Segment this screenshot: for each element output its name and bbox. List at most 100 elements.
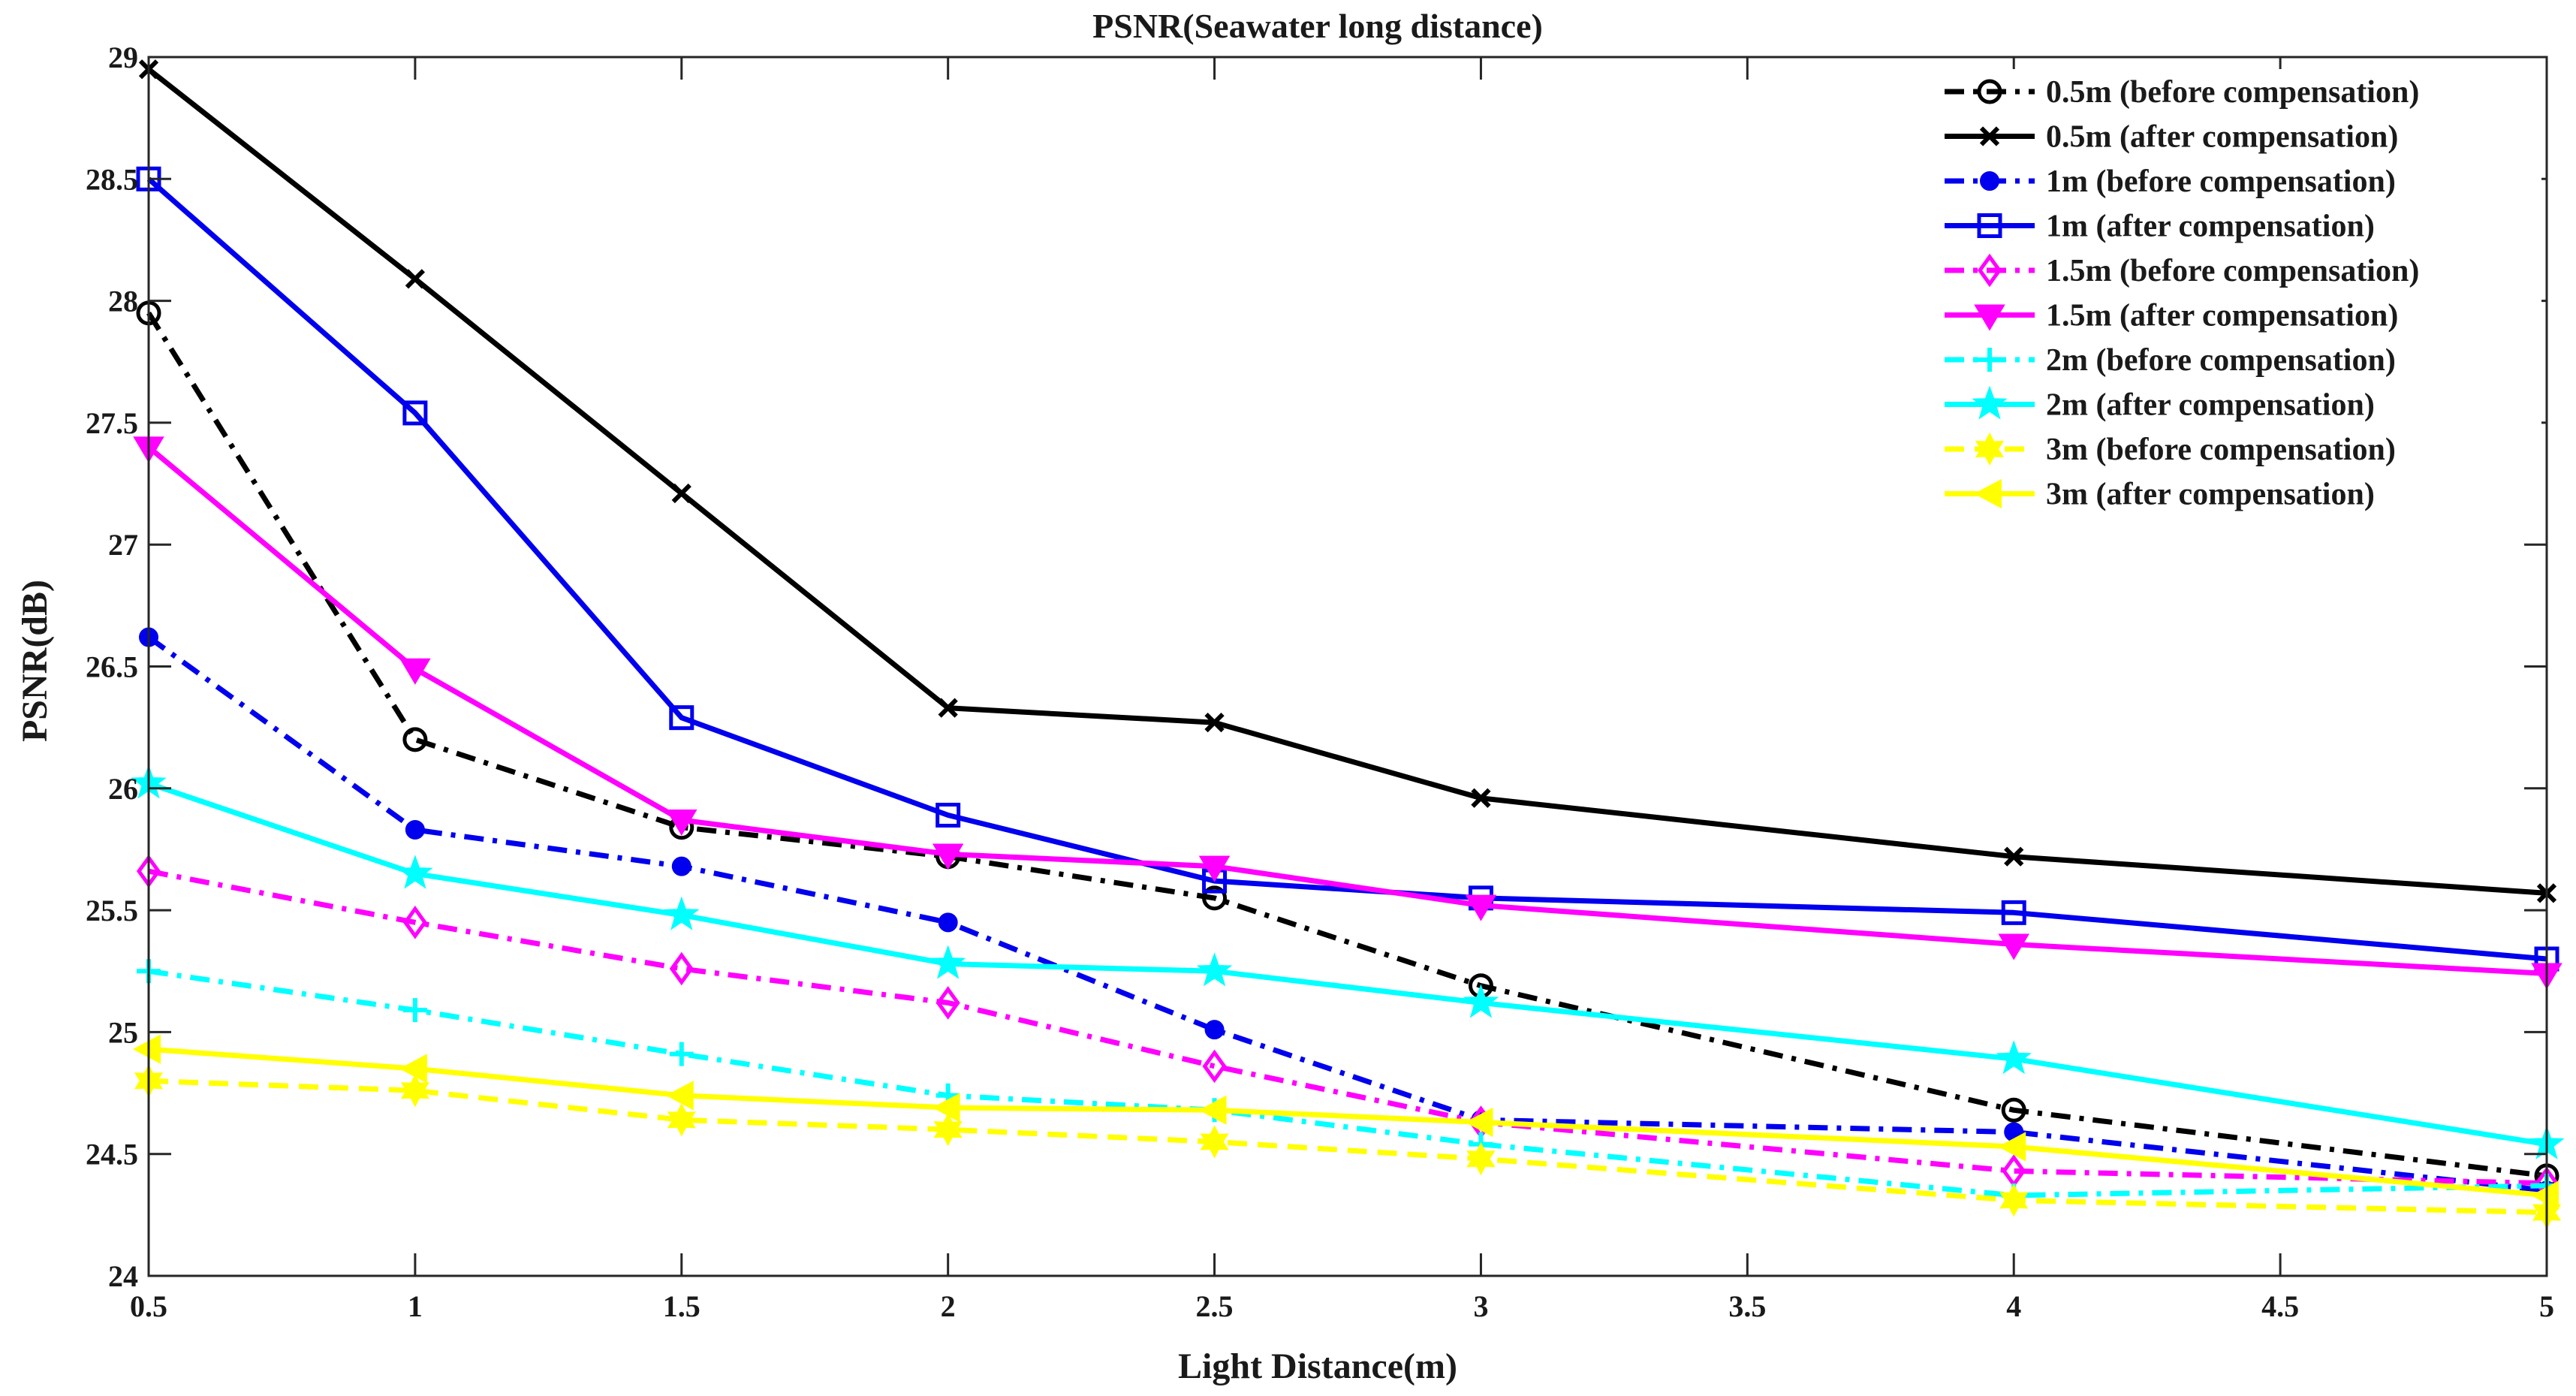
legend-label: 1.5m (before compensation): [2046, 254, 2419, 288]
data-point: [938, 698, 958, 718]
data-point: [1196, 952, 1233, 987]
data-point: [935, 803, 961, 828]
series-line: [148, 968, 2547, 1199]
y-tick-label: 24.5: [86, 1138, 138, 1171]
series-line: [146, 445, 2547, 976]
legend-marker: [1979, 126, 2000, 146]
x-tick-label: 4: [2006, 1289, 2021, 1323]
legend-label: 1.5m (after compensation): [2046, 299, 2398, 333]
data-point: [671, 483, 691, 504]
data-point: [2004, 846, 2024, 867]
data-point: [1465, 894, 1497, 921]
legend-label: 2m (before compensation): [2046, 343, 2396, 378]
legend-marker: [1973, 478, 2002, 509]
data-point: [399, 658, 431, 685]
legend-marker: [1978, 348, 2002, 372]
legend-entry: 1m (after compensation): [1945, 210, 2375, 244]
data-point: [402, 400, 428, 426]
legend-entry: 3m (before compensation): [1945, 432, 2396, 467]
series-line: [146, 635, 2547, 1193]
y-tick-label: 28.5: [86, 162, 138, 196]
legend-label: 0.5m (before compensation): [2046, 75, 2419, 110]
data-point: [132, 1034, 161, 1064]
data-point: [669, 705, 694, 731]
x-tick-label: 1: [408, 1289, 423, 1323]
data-point: [669, 951, 694, 986]
legend-entry: 2m (before compensation): [1945, 343, 2396, 378]
y-tick-label: 25: [108, 1015, 138, 1049]
data-point: [1202, 1049, 1227, 1084]
y-tick-label: 27.5: [86, 406, 138, 440]
data-point: [1204, 713, 1225, 733]
legend-marker: [1974, 304, 2005, 331]
data-point: [1466, 1142, 1496, 1176]
data-point: [938, 912, 958, 933]
x-tick-label: 5: [2539, 1289, 2554, 1323]
x-tick-label: 4.5: [2261, 1289, 2299, 1323]
y-tick-label: 26: [108, 772, 138, 806]
data-point: [1996, 1040, 2032, 1075]
data-point: [399, 1054, 427, 1084]
legend-entry: 1m (before compensation): [1945, 164, 2396, 199]
legend-label: 3m (after compensation): [2046, 478, 2375, 512]
legend-label: 1m (before compensation): [2046, 164, 2396, 199]
data-point: [2530, 1180, 2559, 1211]
data-point: [1463, 984, 1499, 1018]
data-point: [1998, 1132, 2026, 1162]
data-point: [1999, 1183, 2029, 1217]
legend-entry: 2m (after compensation): [1945, 385, 2375, 423]
data-point: [935, 986, 960, 1020]
data-point: [2001, 900, 2026, 925]
legend-box: [1933, 69, 2541, 538]
legend-entry: 1.5m (after compensation): [1945, 299, 2398, 333]
series-5: [136, 854, 2559, 1200]
legend-entry: 0.5m (after compensation): [1945, 120, 2398, 155]
series-line: [146, 176, 2547, 962]
data-point: [397, 855, 433, 889]
data-point: [1198, 1095, 1227, 1125]
x-tick-label: 3: [1473, 1289, 1488, 1323]
data-point: [2001, 1097, 2026, 1123]
data-point: [405, 269, 426, 289]
x-tick-label: 1.5: [663, 1289, 700, 1323]
legend-marker: [1980, 171, 1999, 191]
data-point: [932, 1093, 960, 1123]
legend-marker: [1977, 79, 2002, 104]
data-point: [667, 1103, 696, 1137]
data-point: [669, 1042, 694, 1066]
y-tick-label: 26.5: [86, 650, 138, 684]
y-tick-label: 28: [108, 285, 138, 318]
data-point: [1465, 1107, 1493, 1138]
y-tick-label: 25.5: [86, 894, 138, 927]
y-axis-label: PSNR(dB): [15, 580, 55, 742]
data-point: [402, 727, 428, 752]
series-6: [133, 436, 2562, 990]
x-tick-label: 2: [941, 1289, 956, 1323]
data-point: [664, 896, 700, 930]
data-point: [1471, 788, 1491, 808]
series-line: [148, 868, 2547, 1186]
legend-entry: 0.5m (before compensation): [1945, 75, 2419, 110]
data-point: [932, 843, 964, 870]
legend-entry: 1.5m (before compensation): [1945, 253, 2419, 288]
chart-title: PSNR(Seawater long distance): [1092, 7, 1543, 45]
legend-label: 0.5m (after compensation): [2046, 120, 2398, 155]
data-point: [1198, 855, 1231, 882]
legend-entry: 3m (after compensation): [1945, 478, 2375, 512]
legend-marker: [1972, 385, 2008, 420]
legend-marker: [1977, 253, 2002, 288]
series-10: [132, 1034, 2559, 1211]
series-line: [147, 780, 2547, 1147]
data-point: [402, 906, 427, 939]
x-tick-label: 2.5: [1196, 1289, 1234, 1323]
legend-marker: [1975, 432, 2005, 466]
data-point: [666, 809, 697, 836]
x-axis-label: Light Distance(m): [1178, 1346, 1457, 1386]
data-point: [400, 1074, 430, 1108]
y-tick-label: 27: [108, 528, 138, 562]
series-7: [137, 959, 2559, 1208]
data-point: [1200, 1125, 1229, 1159]
data-point: [671, 856, 691, 876]
y-tick-label: 24: [108, 1259, 138, 1293]
